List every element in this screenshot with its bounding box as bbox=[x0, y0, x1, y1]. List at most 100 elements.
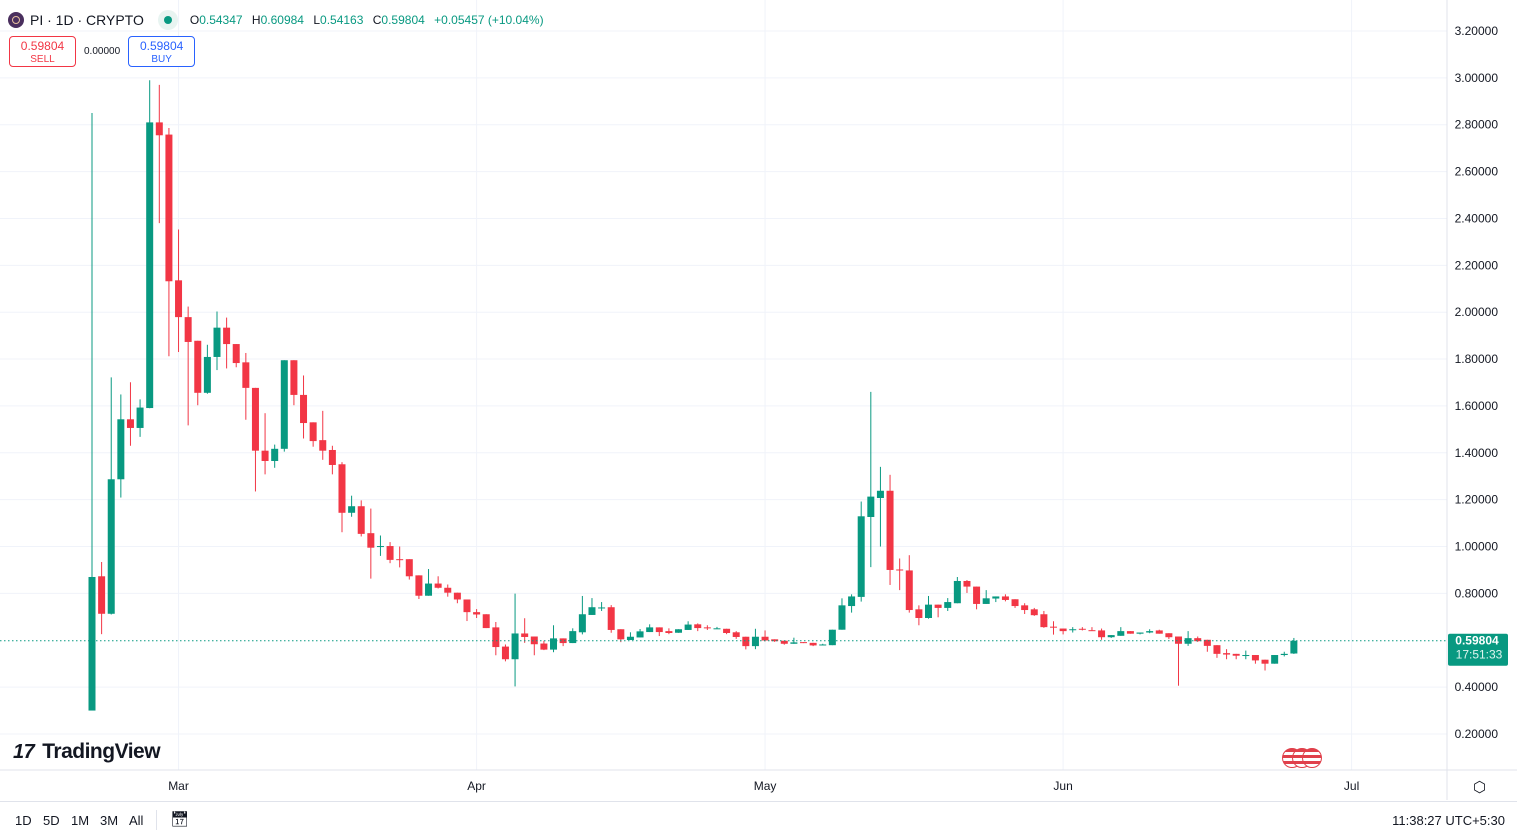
candle bbox=[550, 625, 558, 653]
candle bbox=[261, 413, 269, 475]
candle bbox=[742, 636, 750, 650]
candle bbox=[886, 474, 894, 585]
candle-body bbox=[1271, 655, 1279, 664]
candle bbox=[155, 84, 163, 224]
candle-body bbox=[146, 122, 154, 409]
sell-button[interactable]: 0.59804 SELL bbox=[9, 36, 76, 67]
range-1d-button[interactable]: 1D bbox=[15, 813, 32, 828]
candle-body bbox=[694, 624, 702, 629]
candle bbox=[857, 501, 865, 602]
tradingview-mark-icon: 17 bbox=[13, 740, 35, 763]
candle-body bbox=[848, 596, 856, 607]
candle bbox=[607, 605, 615, 633]
candle bbox=[434, 576, 442, 589]
price-tick-label: 0.40000 bbox=[1455, 680, 1499, 694]
candle bbox=[453, 592, 461, 604]
buy-button[interactable]: 0.59804 BUY bbox=[128, 36, 196, 67]
candle-body bbox=[126, 419, 134, 428]
time-axis[interactable]: Mar Apr May Jun Jul bbox=[168, 779, 1359, 793]
candle-body bbox=[1290, 640, 1298, 654]
candle bbox=[107, 377, 115, 615]
buy-label: BUY bbox=[151, 54, 172, 65]
candle-body bbox=[1165, 633, 1173, 638]
candle bbox=[482, 614, 490, 629]
candle-body bbox=[1232, 653, 1240, 656]
candle-body bbox=[242, 362, 250, 388]
candle bbox=[136, 399, 144, 437]
candle-body bbox=[1078, 628, 1086, 630]
candle-body bbox=[328, 449, 336, 465]
candle bbox=[463, 599, 471, 622]
bar-countdown: 17:51:33 bbox=[1456, 648, 1503, 662]
candle bbox=[1136, 632, 1144, 635]
candle bbox=[1059, 628, 1067, 635]
candle-body bbox=[213, 327, 221, 357]
pi-coin-icon bbox=[8, 12, 24, 28]
candle-body bbox=[915, 609, 923, 618]
candle-body bbox=[617, 629, 625, 640]
candle bbox=[473, 609, 481, 618]
candle bbox=[848, 594, 856, 613]
candle-body bbox=[1251, 655, 1259, 661]
candle-body bbox=[1136, 632, 1144, 634]
candle-body bbox=[963, 580, 971, 587]
scale-settings-icon[interactable]: ⬡ bbox=[1473, 779, 1487, 796]
candle bbox=[934, 604, 942, 618]
candle-body bbox=[444, 587, 452, 593]
close-value: 0.59804 bbox=[381, 13, 425, 27]
time-tick-label: Jun bbox=[1053, 779, 1072, 793]
candle bbox=[1242, 650, 1250, 660]
range-1m-button[interactable]: 1M bbox=[71, 813, 90, 828]
time-tick-label: Apr bbox=[467, 779, 486, 793]
candle bbox=[675, 629, 683, 633]
economic-events-flags[interactable] bbox=[1282, 748, 1324, 770]
candle-body bbox=[550, 638, 558, 650]
candle bbox=[665, 628, 673, 635]
candle bbox=[780, 640, 788, 645]
candle-body bbox=[251, 387, 259, 451]
symbol-title[interactable]: PI · 1D · CRYPTO bbox=[30, 12, 144, 28]
candle-body bbox=[1146, 631, 1154, 633]
us-flag-icon[interactable] bbox=[1302, 748, 1322, 768]
candle bbox=[251, 387, 259, 492]
candle bbox=[1251, 655, 1259, 664]
candle bbox=[271, 444, 279, 468]
candle-body bbox=[155, 122, 163, 136]
price-tick-label: 0.80000 bbox=[1455, 586, 1499, 600]
candle-body bbox=[117, 419, 125, 480]
candlestick-chart[interactable]: 3.20000 3.00000 2.80000 2.60000 2.40000 2.200… bbox=[0, 0, 1517, 800]
candle-body bbox=[578, 614, 586, 633]
candle bbox=[175, 229, 183, 353]
candle bbox=[405, 559, 413, 580]
candle-body bbox=[1001, 596, 1009, 600]
candle-body bbox=[598, 607, 606, 609]
price-axis[interactable]: 3.20000 3.00000 2.80000 2.60000 2.40000 2.200… bbox=[1455, 24, 1499, 741]
candle-body bbox=[857, 516, 865, 597]
candle bbox=[1001, 594, 1009, 602]
candle bbox=[1088, 627, 1096, 632]
trade-panel: 0.59804 SELL 0.00000 0.59804 BUY bbox=[9, 36, 196, 67]
candle bbox=[223, 317, 231, 369]
range-all-button[interactable]: All bbox=[129, 813, 144, 828]
candle-body bbox=[838, 605, 846, 630]
range-3m-button[interactable]: 3M bbox=[100, 813, 119, 828]
range-5d-button[interactable]: 5D bbox=[43, 813, 60, 828]
candle bbox=[328, 445, 336, 475]
candle-body bbox=[348, 506, 356, 513]
candle bbox=[761, 630, 769, 642]
candle-body bbox=[1223, 653, 1231, 655]
bottom-toolbar: 1D 5D 1M 3M All 📅︎ 11:38:27 UTC+5:30 bbox=[0, 801, 1517, 836]
tradingview-logo[interactable]: 17 TradingView bbox=[13, 740, 161, 764]
candle-body bbox=[1088, 630, 1096, 632]
candle bbox=[1146, 629, 1154, 634]
candle-body bbox=[626, 636, 634, 641]
candle bbox=[867, 391, 875, 568]
market-open-status-icon bbox=[157, 10, 178, 30]
clock-timezone[interactable]: 11:38:27 UTC+5:30 bbox=[1392, 813, 1505, 828]
candle-body bbox=[261, 450, 269, 461]
candle-body bbox=[675, 629, 683, 633]
candle-body bbox=[271, 448, 279, 461]
go-to-date-calendar-icon[interactable]: 📅︎ bbox=[170, 811, 190, 828]
candle bbox=[357, 500, 365, 537]
candle bbox=[1203, 639, 1211, 652]
